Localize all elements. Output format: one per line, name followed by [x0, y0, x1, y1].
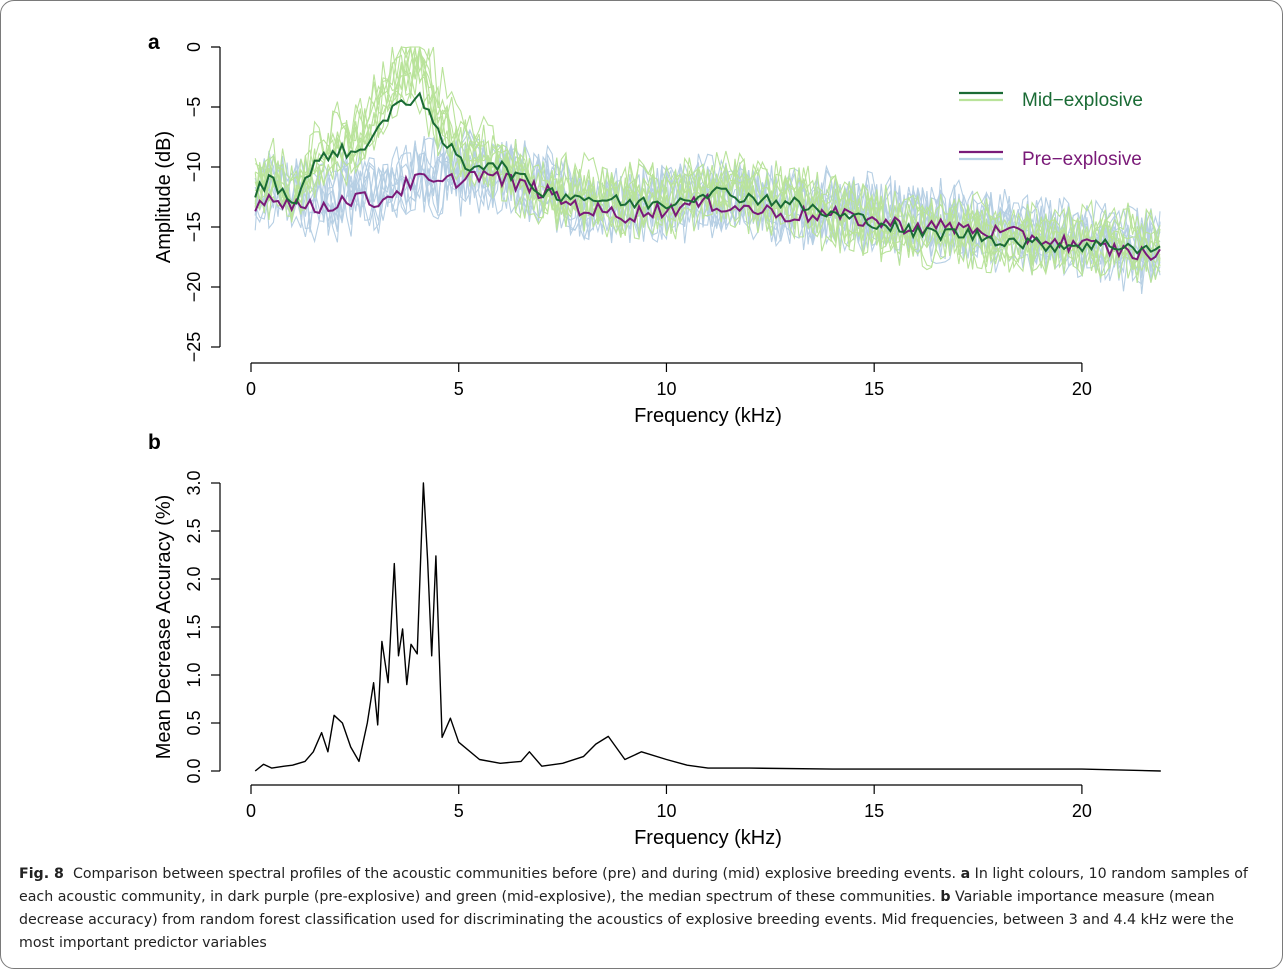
panel-b-y-tick-label: 0.0 — [184, 758, 204, 783]
pre-explosive-median-line — [254, 169, 1161, 262]
panel-a-axes: 0 5 10 15 20 Frequency (kHz) 0 −5 −10 −15 −20 −25 Am… — [153, 42, 1092, 427]
panel-a-x-tick-label: 15 — [864, 379, 884, 399]
panel-a-x-tick-label: 10 — [656, 379, 676, 399]
panel-b-x-tick-label: 15 — [864, 801, 884, 821]
legend-pre-label: Pre−explosive — [1022, 149, 1142, 170]
panel-b-y-tick-label: 0.5 — [184, 710, 204, 735]
panel-b-axes: 0 5 10 15 20 Frequency (kHz) 0.0 0.5 1.0 1.5 2.0 2.… — [153, 470, 1092, 849]
panel-a-y-tick-label: −5 — [184, 97, 204, 118]
median-spectra-group — [254, 91, 1161, 262]
figure-caption: Fig. 8 Comparison between spectral profi… — [19, 863, 1269, 955]
panel-a-spectra-plot: 0 5 10 15 20 Frequency (kHz) 0 −5 −10 −15 −20 −25 Am… — [153, 42, 1161, 427]
panel-b-x-tick-label: 20 — [1072, 801, 1092, 821]
mid-explosive-sample-line — [254, 46, 1161, 261]
panel-b-y-tick-label: 1.0 — [184, 662, 204, 687]
figure-svg: a b 0 5 10 15 20 Frequency (kHz) 0 −5 −10 −15 −20 −… — [148, 31, 1161, 849]
caption-b-label: b — [940, 889, 951, 905]
caption-fig-label: Fig. 8 — [19, 866, 64, 882]
panel-b-x-axis-label: Frequency (kHz) — [634, 827, 782, 849]
panel-b-label: b — [148, 431, 161, 454]
panel-b-y-tick-label: 3.0 — [184, 470, 204, 495]
panel-a-y-axis-label: Amplitude (dB) — [153, 131, 175, 263]
legend: Mid−explosive Pre−explosive — [959, 90, 1143, 170]
mid-explosive-median-line — [254, 91, 1161, 255]
panel-b-y-tick-label: 2.5 — [184, 518, 204, 543]
panel-a-label: a — [148, 31, 160, 54]
pre-explosive-sample-line — [254, 128, 1161, 273]
panel-b-y-tick-label: 2.0 — [184, 566, 204, 591]
panel-b-importance-plot: 0 5 10 15 20 Frequency (kHz) 0.0 0.5 1.0 1.5 2.0 2.… — [153, 470, 1161, 849]
caption-b-text: Variable importance measure (mean decrea… — [19, 889, 1234, 951]
panel-a-y-tick-label: −20 — [184, 272, 204, 303]
caption-intro: Comparison between spectral profiles of … — [72, 866, 957, 882]
caption-a-label: a — [960, 866, 971, 882]
importance-line-group — [254, 482, 1161, 772]
mid-explosive-sample-line — [254, 57, 1161, 283]
panel-a-x-axis-label: Frequency (kHz) — [634, 405, 782, 427]
panel-a-x-tick-label: 0 — [246, 379, 256, 399]
legend-mid-label: Mid−explosive — [1022, 90, 1143, 111]
importance-line — [254, 482, 1161, 772]
panel-b-x-tick-label: 0 — [246, 801, 256, 821]
pre-explosive-sample-line — [254, 140, 1161, 283]
caption-a-text: In light colours, 10 random samples of e… — [19, 866, 1248, 905]
panel-b-x-tick-label: 5 — [454, 801, 464, 821]
panel-a-x-tick-label: 5 — [454, 379, 464, 399]
pre-explosive-sample-line — [254, 128, 1161, 271]
panel-a-x-tick-label: 20 — [1072, 379, 1092, 399]
panel-b-y-axis-label: Mean Decrease Accuracy (%) — [153, 495, 175, 760]
panel-a-y-tick-label: −15 — [184, 212, 204, 243]
panel-a-y-tick-label: 0 — [184, 42, 204, 52]
sample-spectra-group — [254, 45, 1161, 294]
panel-a-y-tick-label: −25 — [184, 332, 204, 363]
panel-b-y-tick-label: 1.5 — [184, 614, 204, 639]
panel-b-x-tick-label: 10 — [656, 801, 676, 821]
panel-a-y-tick-label: −10 — [184, 152, 204, 183]
